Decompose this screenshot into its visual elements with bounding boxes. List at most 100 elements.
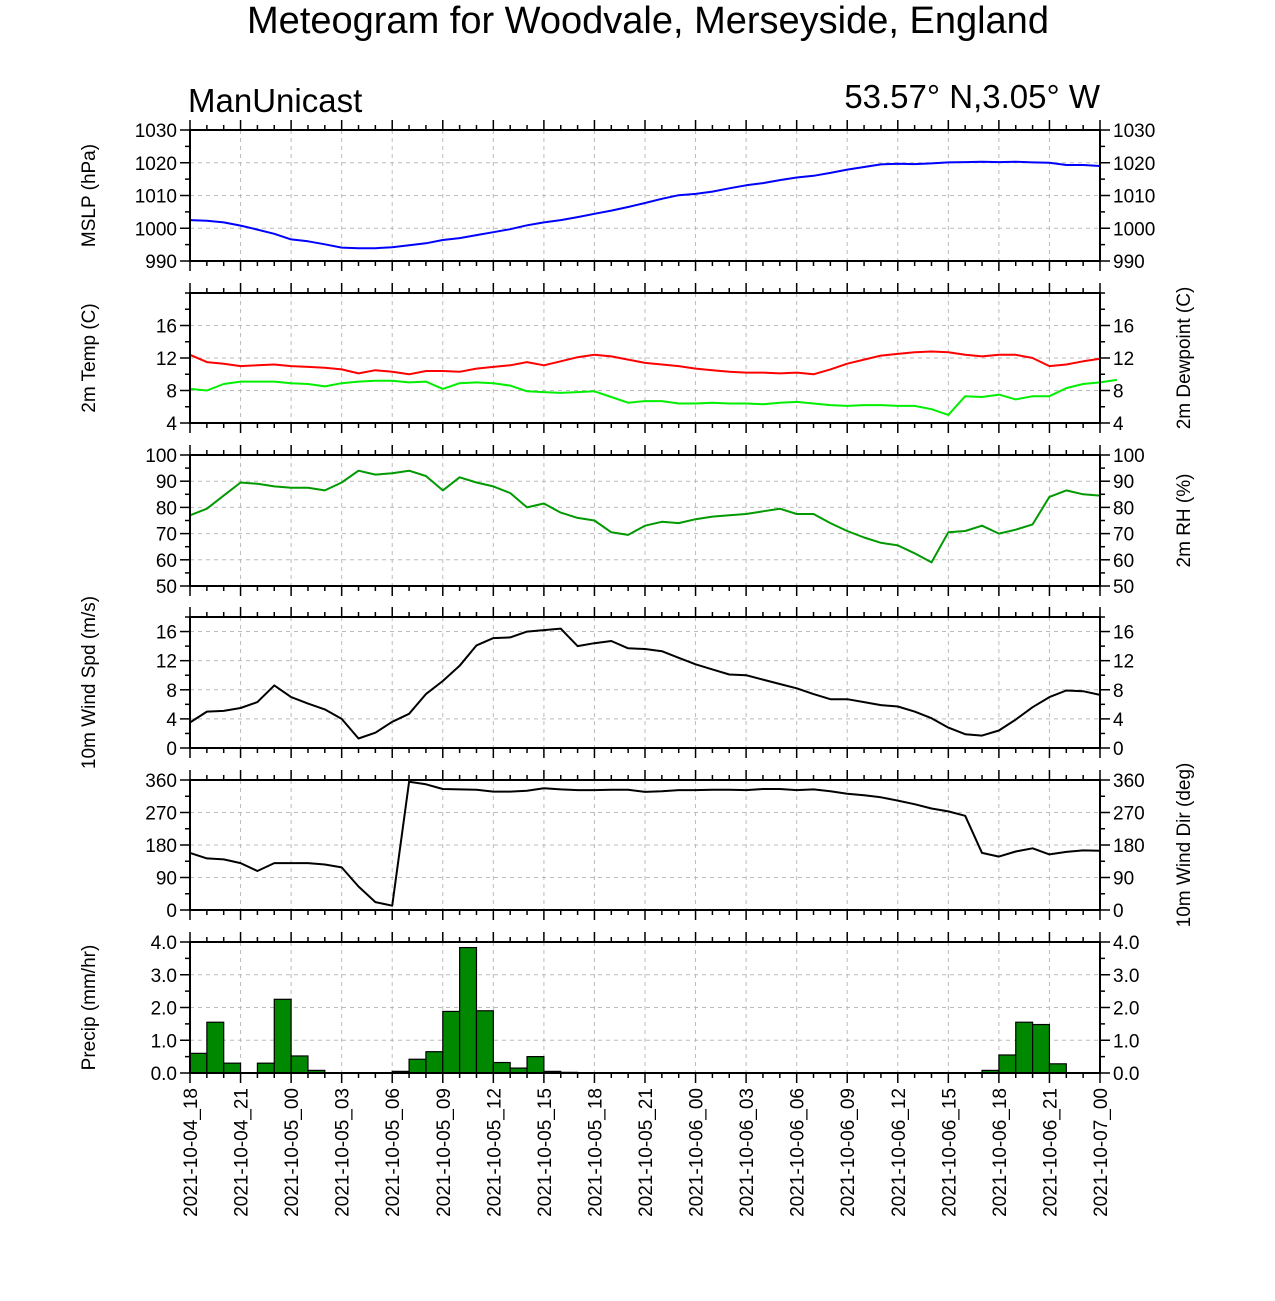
y-tick-label: 60: [156, 551, 177, 572]
time-axis: 2021-10-04_18 2021-10-04_21 2021-10-05_00 2…: [181, 1088, 1112, 1217]
precip-bar: [1031, 1023, 1051, 1074]
time-tick-label: 2021-10-06_12: [889, 1088, 910, 1217]
series-line-temp-0: [189, 350, 1101, 376]
y-tick-label: 2.0: [1113, 999, 1139, 1020]
y-tick-label: 0: [1113, 739, 1124, 760]
y-tick-label: 12: [1113, 652, 1134, 673]
precip-bar: [442, 1010, 461, 1074]
y-tick-label: 360: [145, 771, 177, 792]
time-tick-label: 2021-10-04_18: [181, 1088, 202, 1217]
y-tick-label: 1030: [135, 121, 177, 142]
time-tick-label: 2021-10-05_00: [282, 1088, 303, 1217]
y-tick-label: 1020: [135, 154, 177, 175]
y-tick-label: 80: [1113, 498, 1134, 519]
precip-bar: [526, 1056, 545, 1074]
y-tick-label: 270: [145, 804, 177, 825]
y-tick-label: 1020: [1113, 154, 1155, 175]
precip-bar: [290, 1055, 309, 1074]
y-tick-label: 0: [1113, 901, 1124, 922]
y-axis-title-right: 2m RH (%): [1174, 474, 1195, 568]
y-tick-label: 3.0: [1113, 966, 1139, 987]
y-tick-label: 0: [166, 901, 177, 922]
y-tick-label: 990: [145, 252, 177, 273]
y-tick-label: 90: [156, 472, 177, 493]
y-tick-label: 12: [156, 652, 177, 673]
y-tick-label: 8: [1113, 681, 1124, 702]
series-line-temp-1: [189, 378, 1118, 416]
y-tick-label: 1010: [135, 187, 177, 208]
y-tick-label: 990: [1113, 252, 1145, 273]
time-tick-label: 2021-10-05_03: [333, 1088, 354, 1217]
y-tick-label: 8: [1113, 382, 1124, 403]
precip-bar: [1048, 1063, 1067, 1074]
location-coordinates: 53.57° N,3.05° W: [844, 78, 1101, 115]
y-axis-title-right: 10m Wind Dir (deg): [1174, 763, 1195, 928]
y-tick-label: 360: [1113, 771, 1145, 792]
y-tick-label: 1000: [1113, 219, 1155, 240]
y-tick-label: 1030: [1113, 121, 1155, 142]
y-tick-label: 100: [145, 446, 177, 467]
y-tick-label: 1010: [1113, 187, 1155, 208]
panel-temp: 4 4 8 8 12 12 16 16 2m Temp (C) 2m Dewpoint (C): [79, 283, 1195, 435]
y-tick-label: 1.0: [151, 1031, 177, 1052]
panel-mslp: 990 990 1000 1000 1010 1010 1020 1020 1030 1030 MS…: [79, 120, 1155, 273]
panel-wspd: 0 0 4 4 8 8 12 12 16 16 10m Wind Spd (m/s): [79, 596, 1134, 769]
panel-precip: 0.0 0.0 1.0 1.0 2.0 2.0 3.0 3.0 4.0 4.0 Precip (mm…: [79, 932, 1139, 1085]
time-tick-label: 2021-10-06_03: [737, 1088, 758, 1217]
y-tick-label: 90: [1113, 472, 1134, 493]
time-tick-label: 2021-10-05_09: [434, 1088, 455, 1217]
y-tick-label: 8: [166, 681, 177, 702]
panel-wdir: 0 0 90 90 180 180 270 270 360 360 10m Wind Dir (de…: [145, 763, 1195, 928]
y-tick-label: 70: [156, 525, 177, 546]
precip-bar: [273, 998, 292, 1074]
y-axis-title-left: Precip (mm/hr): [79, 945, 100, 1071]
time-tick-label: 2021-10-05_06: [383, 1088, 404, 1217]
y-tick-label: 1000: [135, 219, 177, 240]
precip-bar: [475, 1010, 494, 1074]
time-tick-label: 2021-10-06_09: [838, 1088, 859, 1217]
y-tick-label: 4: [166, 414, 177, 435]
y-tick-label: 4.0: [151, 933, 177, 954]
y-tick-label: 16: [156, 317, 177, 338]
y-tick-label: 12: [1113, 349, 1134, 370]
y-axis-title-left: MSLP (hPa): [79, 144, 100, 247]
precip-bar: [492, 1061, 511, 1074]
series-line-mslp-0: [189, 160, 1101, 250]
model-name: ManUnicast: [188, 82, 362, 119]
panel-rh: 50 50 60 60 70 70 80 80 90 90 100 100 2m RH (%): [145, 445, 1195, 598]
y-tick-label: 16: [156, 623, 177, 644]
series-line-wspd-0: [189, 627, 1101, 740]
y-tick-label: 3.0: [151, 966, 177, 987]
y-tick-label: 16: [1113, 623, 1134, 644]
y-tick-label: 180: [1113, 836, 1145, 857]
time-tick-label: 2021-10-06_06: [788, 1088, 809, 1217]
y-tick-label: 100: [1113, 446, 1145, 467]
y-tick-label: 80: [156, 498, 177, 519]
y-axis-title-left: 2m Temp (C): [79, 303, 100, 412]
y-tick-label: 2.0: [151, 999, 177, 1020]
y-tick-label: 4.0: [1113, 933, 1139, 954]
y-tick-label: 8: [166, 382, 177, 403]
precip-bar: [206, 1021, 225, 1074]
y-tick-label: 180: [145, 836, 177, 857]
time-tick-label: 2021-10-07_00: [1091, 1088, 1112, 1217]
y-tick-label: 0: [166, 739, 177, 760]
y-tick-label: 4: [1113, 710, 1124, 731]
y-tick-label: 50: [156, 577, 177, 598]
precip-bar: [408, 1058, 427, 1074]
precip-bar: [223, 1062, 242, 1074]
y-tick-label: 60: [1113, 551, 1134, 572]
time-tick-label: 2021-10-05_12: [484, 1088, 505, 1217]
time-tick-label: 2021-10-06_18: [990, 1088, 1011, 1217]
time-tick-label: 2021-10-05_15: [535, 1088, 556, 1217]
y-axis-title-left: 10m Wind Spd (m/s): [79, 596, 100, 769]
precip-bar: [189, 1052, 208, 1074]
y-tick-label: 90: [156, 869, 177, 890]
y-tick-label: 70: [1113, 525, 1134, 546]
y-tick-label: 4: [166, 710, 177, 731]
chart-title: Meteogram for Woodvale, Merseyside, Engl…: [247, 0, 1049, 42]
series-line-wdir-0: [189, 780, 1101, 907]
y-tick-label: 0.0: [151, 1064, 177, 1085]
y-tick-label: 0.0: [1113, 1064, 1139, 1085]
